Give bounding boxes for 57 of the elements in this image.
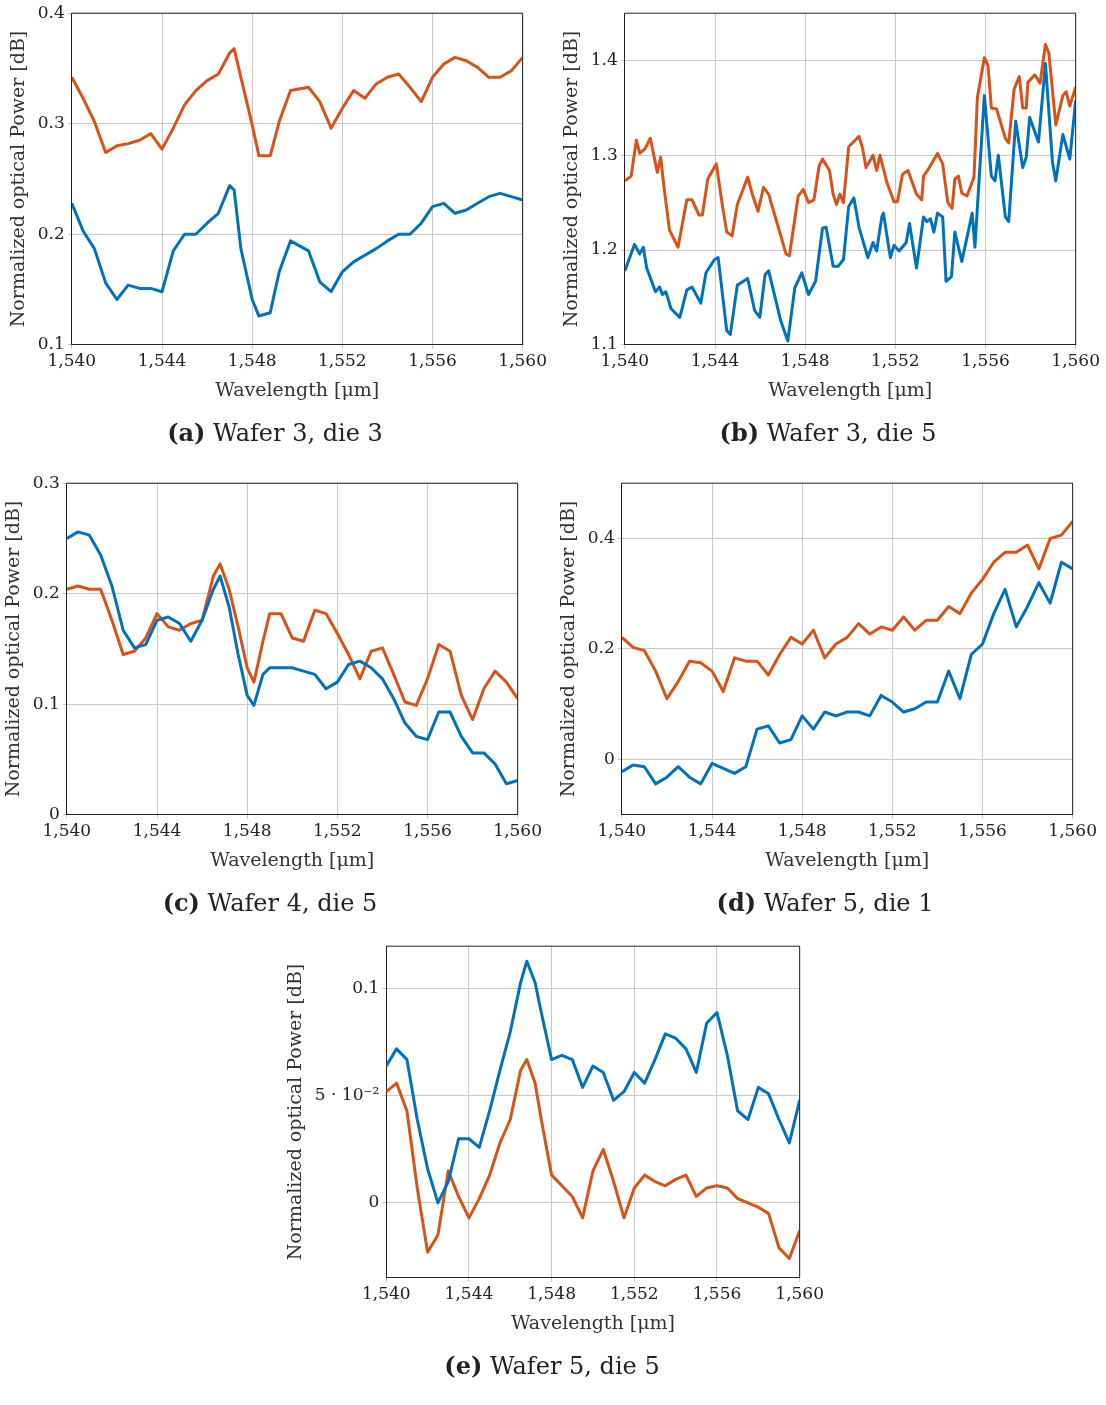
x-tick-label: 1,548	[777, 820, 827, 841]
x-tick-label: 1,544	[137, 350, 187, 371]
x-tick-label: 1,552	[609, 1283, 659, 1304]
y-tick-label: 0.2	[587, 637, 615, 658]
y-tick-label: 0.3	[37, 112, 65, 133]
text: (d) Wafer 5, die 1	[716, 888, 934, 917]
x-tick-label: 1,548	[527, 1283, 576, 1304]
x-axis-title: Wavelength [μm]	[210, 847, 375, 870]
y-axis-title: Normalized optical Power [dB]	[559, 30, 582, 328]
x-tick-label: 1,556	[403, 820, 452, 841]
text: (b) Wafer 3, die 5	[719, 418, 937, 447]
x-tick-label: 1,560	[498, 350, 547, 371]
x-tick-label: 1,544	[444, 1283, 494, 1304]
x-tick-label: 1,548	[780, 350, 830, 371]
y-tick-label: 0.3	[32, 471, 60, 492]
y-axis-title: Normalized optical Power [dB]	[283, 963, 306, 1261]
y-tick-label: 1.3	[590, 143, 618, 164]
x-tick-label: 1,552	[868, 820, 917, 841]
y-tick-label: 0	[368, 1191, 380, 1212]
y-tick-label: 0.4	[37, 1, 65, 22]
y-tick-label: 0.4	[587, 526, 615, 547]
x-tick-label: 1,548	[222, 820, 272, 841]
x-tick-label: 1,540	[361, 1283, 411, 1304]
x-tick-label: 1,548	[227, 350, 277, 371]
text: (a) Wafer 3, die 3	[167, 418, 383, 447]
x-axis-title: Wavelength [μm]	[510, 1310, 675, 1333]
y-axis-title: Normalized optical Power [dB]	[6, 30, 29, 328]
y-tick-label: 0	[604, 747, 615, 768]
y-tick-label: 1.4	[590, 48, 618, 69]
x-tick-label: 1,560	[493, 820, 542, 841]
x-tick-label: 1,556	[692, 1283, 742, 1304]
y-tick-label: 0.2	[37, 222, 65, 243]
x-tick-label: 1,552	[313, 820, 362, 841]
y-tick-label: 1.2	[590, 238, 618, 259]
x-tick-label: 1,556	[408, 350, 457, 371]
y-axis-title: Normalized optical Power [dB]	[1, 500, 24, 798]
y-tick-label: 0.1	[352, 977, 380, 998]
x-tick-label: 1,544	[687, 820, 737, 841]
x-axis-title: Wavelength [μm]	[215, 377, 380, 400]
x-tick-label: 1,544	[690, 350, 740, 371]
y-tick-label: 0.2	[32, 582, 60, 603]
y-tick-label: 5 · 10⁻²	[314, 1084, 380, 1105]
y-tick-label: 0.1	[32, 692, 60, 713]
x-tick-label: 1,560	[1051, 350, 1100, 371]
text: (e) Wafer 5, die 5	[444, 1351, 660, 1380]
x-tick-label: 1,552	[871, 350, 920, 371]
x-tick-label: 1,560	[1048, 820, 1097, 841]
x-tick-label: 1,556	[961, 350, 1010, 371]
x-tick-label: 1,540	[597, 820, 647, 841]
x-tick-label: 1,556	[958, 820, 1007, 841]
x-tick-label: 1,552	[318, 350, 367, 371]
y-axis-title: Normalized optical Power [dB]	[556, 500, 579, 798]
x-axis-title: Wavelength [μm]	[765, 847, 930, 870]
x-tick-label: 1,560	[775, 1283, 824, 1304]
x-axis-title: Wavelength [μm]	[768, 377, 933, 400]
x-tick-label: 1,544	[132, 820, 182, 841]
text: (c) Wafer 4, die 5	[162, 888, 378, 917]
